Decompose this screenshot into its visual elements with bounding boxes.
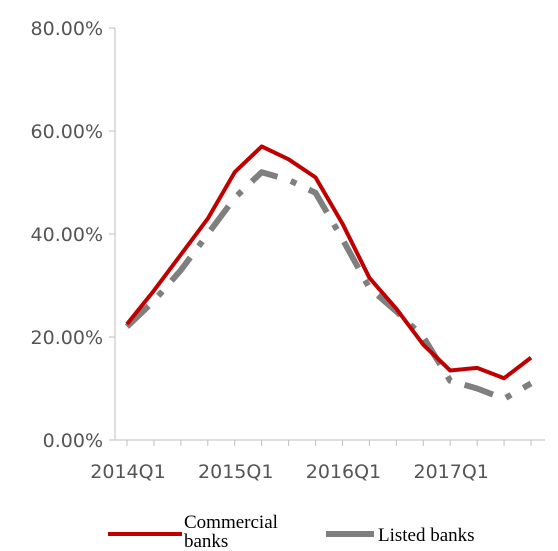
y-tick-label: 20.00% (31, 327, 103, 349)
y-tick-label: 40.00% (31, 224, 103, 246)
y-axis: 0.00% 20.00% 40.00% 60.00% 80.00% (31, 18, 116, 452)
x-tick-label: 2014Q1 (90, 461, 165, 483)
y-tick-label: 80.00% (31, 18, 103, 40)
y-tick-label: 60.00% (31, 121, 103, 143)
x-tick-label: 2017Q1 (413, 461, 488, 483)
x-tick-label: 2016Q1 (306, 461, 381, 483)
x-axis: 2014Q1 2015Q1 2016Q1 2017Q1 (90, 439, 545, 483)
series-line-listed-banks (124, 169, 533, 402)
x-tick-label: 2015Q1 (198, 461, 273, 483)
legend: Commercial banks Listed banks (108, 512, 475, 551)
legend-label-listed-banks: Listed banks (378, 525, 475, 546)
y-tick-label: 0.00% (43, 430, 103, 452)
series-layer (124, 144, 533, 402)
legend-label-commercial-banks: Commercial banks (184, 512, 278, 551)
series-line-commercial-banks (125, 144, 533, 381)
